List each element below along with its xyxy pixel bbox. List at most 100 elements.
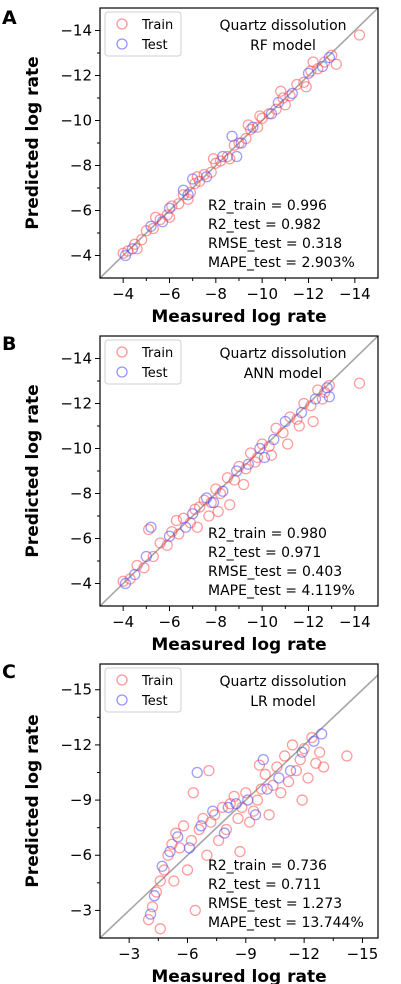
x-tick-label: −6 [158, 285, 180, 303]
y-tick-label: −12 [60, 736, 92, 754]
data-point [207, 496, 220, 509]
data-point [119, 577, 132, 590]
data-point [317, 761, 330, 773]
y-axis-title: Predicted log rate [23, 56, 43, 229]
data-point [147, 222, 159, 235]
x-axis-title: Measured log rate [151, 307, 326, 327]
metric-text: R2_train = 0.980 [208, 526, 327, 542]
data-point [271, 761, 283, 773]
x-tick-label: −10 [246, 285, 278, 303]
metric-text: R2_train = 0.996 [208, 198, 327, 214]
data-point [185, 834, 198, 847]
data-point [217, 485, 229, 497]
data-point [234, 845, 246, 858]
data-point [284, 90, 296, 102]
data-point [140, 550, 152, 563]
data-point [198, 168, 210, 181]
legend-marker [116, 674, 128, 686]
chart-subtitle: RF model [250, 38, 316, 54]
data-point [254, 442, 266, 455]
y-tick-label: −10 [60, 440, 92, 458]
data-point [323, 391, 336, 403]
data-point [275, 85, 287, 97]
data-point [203, 765, 215, 777]
y-tick-label: −8 [70, 157, 92, 175]
metric-text: MAPE_test = 4.119% [208, 583, 355, 599]
x-axis-title: Measured log rate [151, 967, 326, 984]
data-point [270, 422, 282, 434]
data-point [251, 794, 264, 806]
data-point [201, 849, 213, 861]
data-point [173, 198, 185, 210]
legend: Train Test [104, 667, 182, 713]
data-point [242, 458, 254, 470]
data-point [341, 750, 353, 762]
data-point [257, 753, 269, 766]
data-point [163, 530, 176, 542]
y-tick-label: −8 [70, 485, 92, 503]
plot-frame [99, 663, 379, 939]
data-point [156, 860, 168, 872]
data-point [164, 845, 176, 858]
data-point [117, 575, 129, 587]
metric-text: MAPE_test = 13.744% [208, 915, 364, 931]
data-point [177, 820, 190, 832]
chart-title: Quartz dissolution [219, 346, 346, 362]
data-point [307, 56, 319, 68]
data-point [353, 377, 366, 389]
data-point [195, 820, 207, 832]
data-point [147, 550, 159, 563]
y-tick-label: −6 [70, 202, 92, 220]
data-point [231, 465, 243, 477]
legend-marker [116, 18, 128, 30]
chart-title: Quartz dissolution [219, 674, 346, 690]
metric-text: R2_test = 0.971 [208, 545, 321, 561]
panel-letter: A [2, 7, 17, 29]
data-point [126, 243, 139, 255]
y-tick-label: −14 [60, 22, 92, 40]
data-point [154, 537, 166, 549]
chart-subtitle: ANN model [244, 366, 323, 382]
data-point [168, 875, 180, 887]
data-point [284, 765, 297, 777]
data-point [221, 150, 234, 163]
y-tick-label: −15 [60, 681, 92, 699]
y-tick-label: −6 [70, 846, 92, 864]
y-axis-title: Predicted log rate [23, 714, 43, 887]
data-point [281, 438, 294, 450]
y-tick-label: −4 [70, 575, 92, 593]
data-point [353, 29, 366, 41]
data-point [316, 393, 329, 405]
data-point [235, 137, 247, 149]
data-point [267, 779, 279, 792]
legend-marker [116, 346, 128, 358]
data-point [145, 220, 157, 232]
data-point [148, 890, 161, 902]
data-point [182, 193, 194, 205]
x-tick-label: −14 [339, 285, 371, 303]
chart-subtitle: LR model [250, 694, 316, 710]
series-train [117, 29, 366, 259]
x-tick-label: −12 [293, 285, 325, 303]
data-point [191, 521, 203, 533]
data-point [191, 766, 203, 779]
data-point [156, 216, 169, 228]
data-point [146, 901, 159, 913]
legend-marker [116, 366, 128, 378]
data-point [154, 923, 166, 935]
data-point [142, 913, 155, 926]
panel-letter: C [2, 661, 16, 683]
data-point [142, 523, 155, 536]
data-point [184, 186, 197, 199]
data-point [154, 875, 166, 887]
data-point [222, 801, 234, 814]
y-tick-label: −6 [70, 530, 92, 548]
data-point [307, 415, 319, 428]
data-point [187, 787, 199, 799]
x-tick-label: −14 [339, 613, 371, 631]
identity-line [100, 336, 378, 606]
data-point [314, 746, 326, 758]
legend: Train Test [104, 339, 182, 385]
data-point [217, 150, 229, 163]
